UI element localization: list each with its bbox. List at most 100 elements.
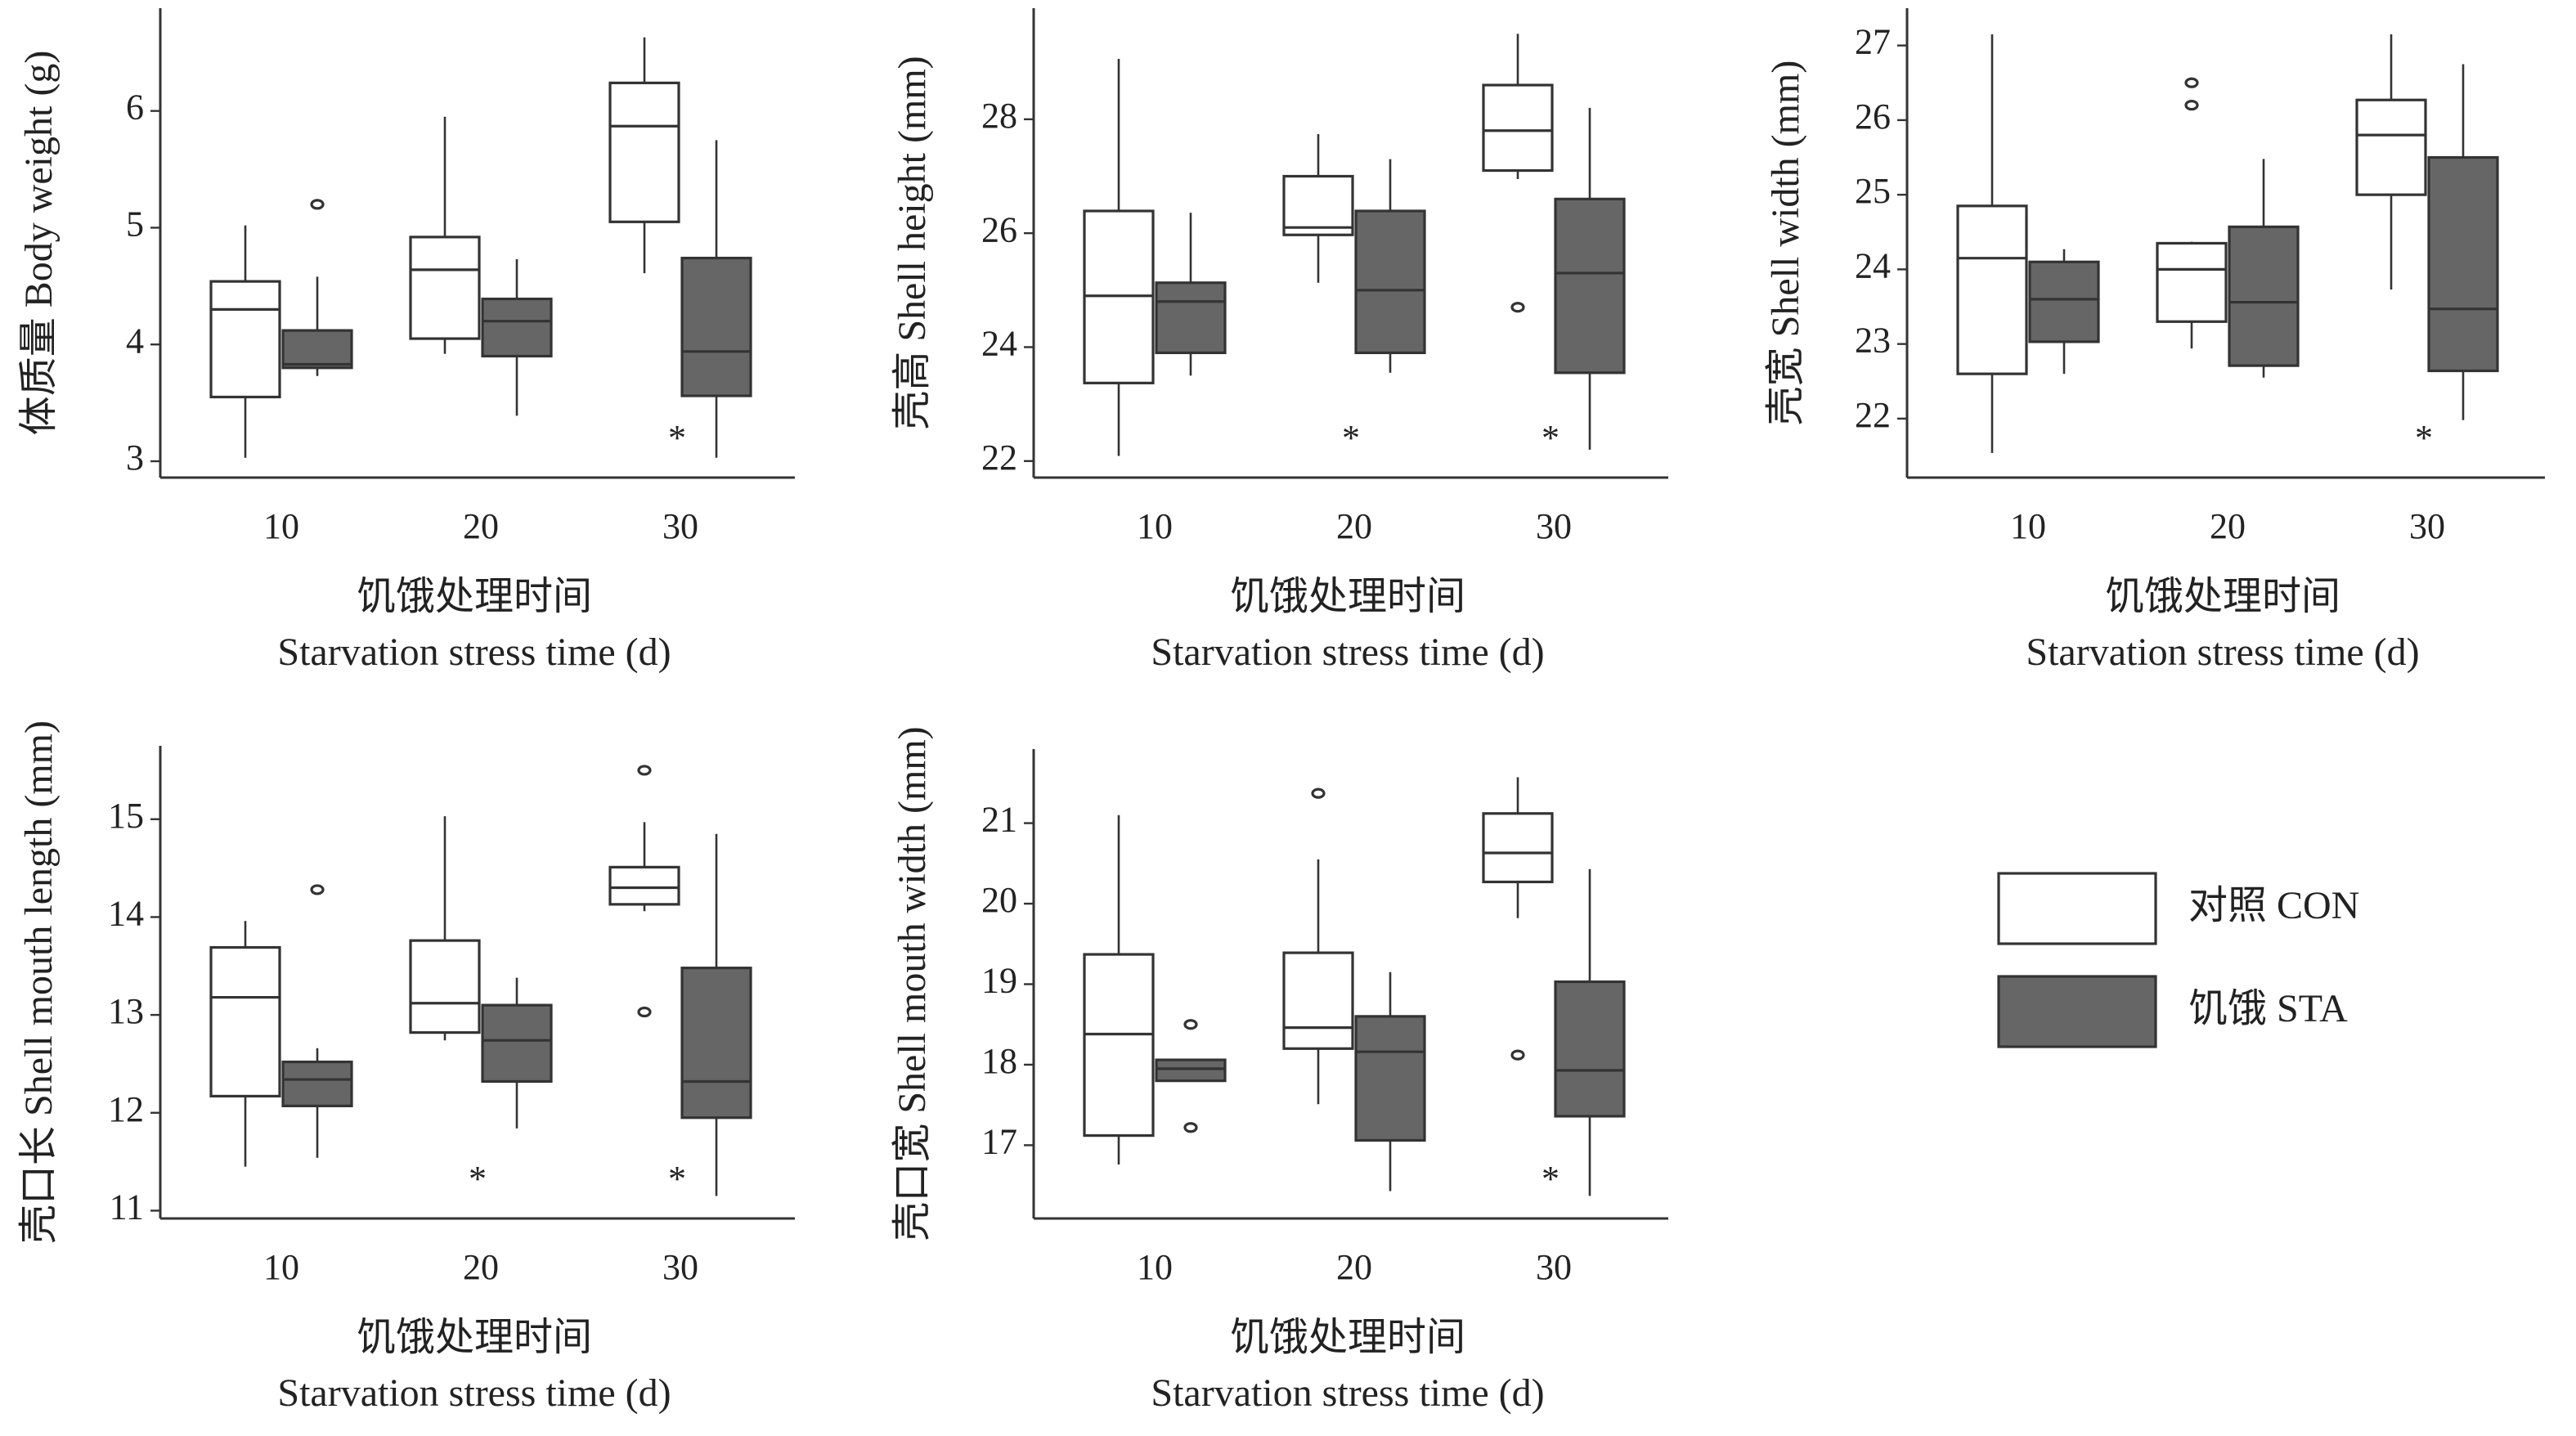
box-group	[1554, 868, 1626, 1196]
x-axis-label: Starvation stress time (d)	[1151, 1371, 1544, 1415]
y-tick-label: 3	[126, 438, 144, 478]
x-axis-label: 饥饿处理时间	[357, 1316, 592, 1359]
x-tick-label: 30	[662, 1247, 698, 1287]
box-group	[2028, 249, 2100, 375]
box	[209, 945, 281, 1098]
box	[1354, 1015, 1426, 1142]
box	[1482, 83, 1554, 173]
significance-mark: *	[668, 418, 686, 458]
box-group	[2228, 159, 2300, 378]
x-axis-label: 饥饿处理时间	[1230, 575, 1465, 618]
x-axis-label: Starvation stress time (d)	[2026, 630, 2419, 674]
box	[680, 967, 752, 1120]
y-tick-label: 23	[1855, 321, 1891, 361]
box	[1956, 204, 2028, 375]
box	[680, 256, 752, 397]
x-tick-label: 30	[2409, 506, 2445, 546]
box	[1282, 951, 1354, 1050]
y-tick-label: 14	[108, 894, 144, 934]
x-tick-label: 30	[1536, 506, 1572, 546]
significance-mark: *	[1542, 1159, 1560, 1199]
box-group	[1083, 814, 1155, 1165]
box-group	[2156, 77, 2228, 349]
box	[209, 280, 281, 399]
box-group	[281, 199, 353, 376]
box	[481, 297, 553, 358]
y-axis-label: 体质量 Body weight (g)	[17, 51, 61, 436]
x-tick-label: 20	[463, 1247, 499, 1287]
outlier	[1311, 788, 1326, 799]
box	[608, 865, 680, 906]
box	[1354, 209, 1426, 355]
y-tick-label: 22	[1855, 395, 1891, 435]
y-tick-label: 18	[981, 1041, 1017, 1081]
box	[2355, 98, 2427, 196]
box-group	[608, 765, 680, 1018]
box	[409, 939, 481, 1034]
outlier	[310, 199, 325, 210]
box-group	[281, 884, 353, 1158]
outlier	[1510, 302, 1525, 313]
significance-mark: *	[1342, 418, 1360, 458]
y-tick-label: 24	[1855, 245, 1891, 285]
box	[2028, 260, 2100, 343]
box	[409, 236, 481, 340]
y-tick-label: 19	[981, 961, 1017, 1001]
x-tick-label: 20	[463, 506, 499, 546]
y-axis-label: 壳高 Shell height (mm)	[891, 56, 934, 429]
y-tick-label: 5	[126, 204, 144, 245]
x-axis-label: 饥饿处理时间	[357, 575, 592, 618]
box-group	[680, 833, 752, 1196]
box	[1282, 174, 1354, 236]
box	[608, 81, 680, 223]
y-tick-label: 24	[981, 324, 1017, 364]
box-group	[680, 140, 752, 458]
box-group	[209, 225, 281, 458]
box	[1155, 1058, 1227, 1083]
box-group	[2355, 34, 2427, 290]
box-group	[1155, 213, 1227, 376]
y-axis-label: 壳口宽 Shell mouth width (mm)	[891, 726, 934, 1241]
x-axis-label: 饥饿处理时间	[2105, 575, 2340, 618]
x-tick-label: 10	[2010, 506, 2046, 546]
box-group	[1282, 133, 1354, 283]
box-group	[1956, 34, 2028, 453]
box	[1554, 197, 1626, 375]
y-axis-label: 壳宽 Shell width (mm)	[1764, 61, 1807, 426]
x-axis-label: Starvation stress time (d)	[277, 630, 671, 674]
box	[481, 1003, 553, 1084]
box-group	[608, 37, 680, 274]
y-tick-label: 26	[1855, 96, 1891, 137]
box	[2156, 241, 2228, 323]
y-tick-label: 17	[981, 1121, 1017, 1161]
y-tick-label: 22	[981, 438, 1017, 478]
outlier	[1510, 1049, 1525, 1061]
box-group	[1083, 58, 1155, 456]
outlier	[637, 1006, 652, 1018]
outlier	[1183, 1019, 1198, 1030]
box-group	[209, 921, 281, 1167]
x-axis-label: Starvation stress time (d)	[277, 1371, 671, 1415]
x-axis-label: Starvation stress time (d)	[1151, 630, 1544, 674]
y-tick-label: 6	[126, 88, 144, 128]
box-group	[409, 116, 481, 354]
y-tick-label: 28	[981, 96, 1017, 136]
legend-swatch	[1997, 872, 2157, 945]
box-group	[1354, 972, 1426, 1191]
box	[1083, 953, 1155, 1138]
x-tick-label: 10	[263, 1247, 299, 1287]
outlier	[310, 884, 325, 895]
y-tick-label: 25	[1855, 171, 1891, 211]
legend-label: 对照 CON	[2188, 884, 2359, 927]
box-group	[1155, 1019, 1227, 1133]
box-group	[1482, 34, 1554, 313]
box	[281, 329, 353, 370]
box	[1155, 281, 1227, 355]
box	[2228, 225, 2300, 367]
y-axis-label: 壳口长 Shell mouth length (mm)	[17, 720, 61, 1244]
box-group	[481, 977, 553, 1129]
x-tick-label: 30	[1536, 1247, 1572, 1287]
x-tick-label: 10	[263, 506, 299, 546]
x-tick-label: 10	[1137, 1247, 1173, 1287]
significance-mark: *	[668, 1159, 686, 1199]
